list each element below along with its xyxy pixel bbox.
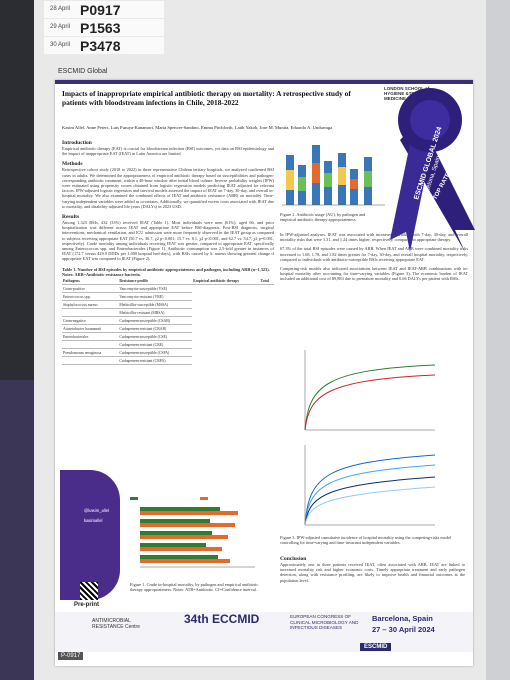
figure-1 [130,497,255,568]
table-row: Enterobacterales Carbapenem-susceptible (… [62,332,274,342]
table-cell [62,356,119,366]
table-cell: Acinetobacter baumannii [62,324,119,334]
figure-3 [304,350,436,526]
table-cell: Vancomycin-susceptible (VSE) [118,284,193,294]
schedule-sign: 30 April P3478 [44,37,164,54]
table-cell: Gram-positive [62,284,119,294]
contact: @kasim_allel [84,508,109,513]
table-cell: Vancomycin-resistant (VRE) [118,292,193,302]
table-header-cell: Empirical antibiotic therapy [192,277,260,286]
figure-caption: Figure 2. Antibiotic usage (AU), by path… [280,212,366,223]
top-band [55,80,473,84]
dates: 27 – 30 April 2024 [372,625,435,634]
congress-full: EUROPEAN CONGRESS OF CLINICAL MICROBIOLO… [290,614,359,631]
table-cell: Carbapenem-resistant (CRE) [118,340,193,350]
legend-swatch [200,497,208,500]
paragraph: Empirical antibiotic therapy (EAT) is cr… [62,146,274,157]
contact: kasimallel [84,518,103,523]
escmid-logo: ESCMID [360,643,392,651]
code: P0917 [80,2,121,18]
panel-b [304,445,436,526]
table-cell: Gram-negative [62,316,119,326]
congress: 34th ECCMID [184,612,260,626]
booth [0,380,34,680]
table-row: Gram-positive Vancomycin-susceptible (VSE… [62,284,274,294]
figure-caption: Figure 1. Crude in-hospital mortality, b… [130,582,259,593]
table-cell: Carbapenem-resistant (CRAB) [118,324,193,334]
table-row: Staphylococcus aureus Methicillin-suscept… [62,300,274,310]
table-title: Table 1. Number of BSI episodes by empir… [62,266,270,277]
authors: Kasim Allel, Anne Peters, Luis Furuya-Ka… [62,125,333,130]
logo: ESCMID Global [58,68,108,75]
table-cell [62,340,119,350]
table-cell: Enterococcus spp. [62,292,119,302]
schedule-sign: 28 April P0917 [44,1,164,18]
heading: Introduction [62,140,92,146]
code: P3478 [80,38,121,54]
code: P1563 [80,20,121,36]
institution-logo: LONDON SCHOOL of HYGIENE &TROPICAL MEDIC… [384,86,432,101]
left-column: Introduction Empirical antibiotic therap… [62,140,275,366]
paragraph: Retrospective cohort study (2018 to 2022… [62,167,275,209]
table-header-cell: Resistance profile [118,277,193,286]
heading: Conclusion [280,556,307,562]
rosette [410,100,450,140]
table: Pathogens Resistance profile Empirical ant… [62,277,274,366]
table-row: Enterococcus spp. Vancomycin-resistant (V… [62,292,274,302]
date: 29 April [50,24,71,30]
city: Barcelona, Spain [372,614,433,623]
panel-a [304,350,436,431]
figure-caption: Figure 3. IPW-adjusted cumulative incide… [280,535,452,546]
table-header: Pathogens Resistance profile Empirical ant… [62,277,274,286]
paragraph: 67.3% of the total BSI episodes were cau… [280,246,468,262]
schedule-sign: 29 April P1563 [44,19,164,36]
table-header-cell: Pathogens [62,277,119,286]
bars [140,507,238,563]
conclusion: Conclusion Approximately one in three pa… [280,556,465,583]
table-row: Methicillin-resistant (MRSA) [62,308,274,318]
table-cell [62,308,119,318]
legend-swatch [130,497,138,500]
amr-logo: ANTIMICROBIAL RESISTANCE Centre [92,618,140,630]
table-row: Carbapenem-resistant (CRPA) [62,356,274,366]
date: 28 April [50,6,71,12]
stacked-bars [286,145,372,205]
paragraph: Among 1,323 BSIs, 432 (33%) received IEA… [62,220,274,262]
paragraph: Competing-risk models also indicated ass… [280,266,468,282]
table-row: Pseudomonas aeruginosa Carbapenem-suscept… [62,348,274,358]
date: 30 April [50,42,71,48]
paragraph: Approximately one in three patients rece… [280,562,465,583]
table-row: Carbapenem-resistant (CRE) [62,340,274,350]
figure-2 [282,145,385,206]
ribbon-tail [390,120,435,252]
right-column: In IPW-adjusted analyses, IEAT was assoc… [280,232,468,282]
table-cell: Staphylococcus aureus [62,300,119,310]
table-cell: Methicillin-resistant (MRSA) [118,308,193,318]
qr-code [80,582,98,600]
poster-id: P-0917 [58,652,84,660]
table-cell: Carbapenem-susceptible (CSE) [118,332,193,342]
table-cell: Enterobacterales [62,332,119,342]
table-cell: Carbapenem-susceptible (CSAB) [118,316,193,326]
title: Impacts of inappropriate empirical antib… [62,89,351,107]
ribbon: ESCMID GLOBAL 2024 Barcelona, Spain TOP … [390,88,475,252]
table-cell: Pseudomonas aeruginosa [62,348,119,358]
decor-shape [60,470,120,600]
paragraph: In IPW-adjusted analyses, IEAT was assoc… [280,232,468,243]
footer [55,612,473,652]
table-header-cell: Total [259,277,274,286]
heading: Methods [62,161,83,168]
table-cell: Carbapenem-susceptible (CSPA) [118,348,193,358]
table-row: Gram-negative Carbapenem-susceptible (CSA… [62,316,274,326]
heading: Results [62,214,80,221]
table-cell: Methicillin-susceptible (MSSA) [118,300,193,310]
table-row: Acinetobacter baumannii Carbapenem-resist… [62,324,274,334]
preprint: Pre-print [74,602,100,608]
table-cell: Carbapenem-resistant (CRPA) [118,356,193,366]
